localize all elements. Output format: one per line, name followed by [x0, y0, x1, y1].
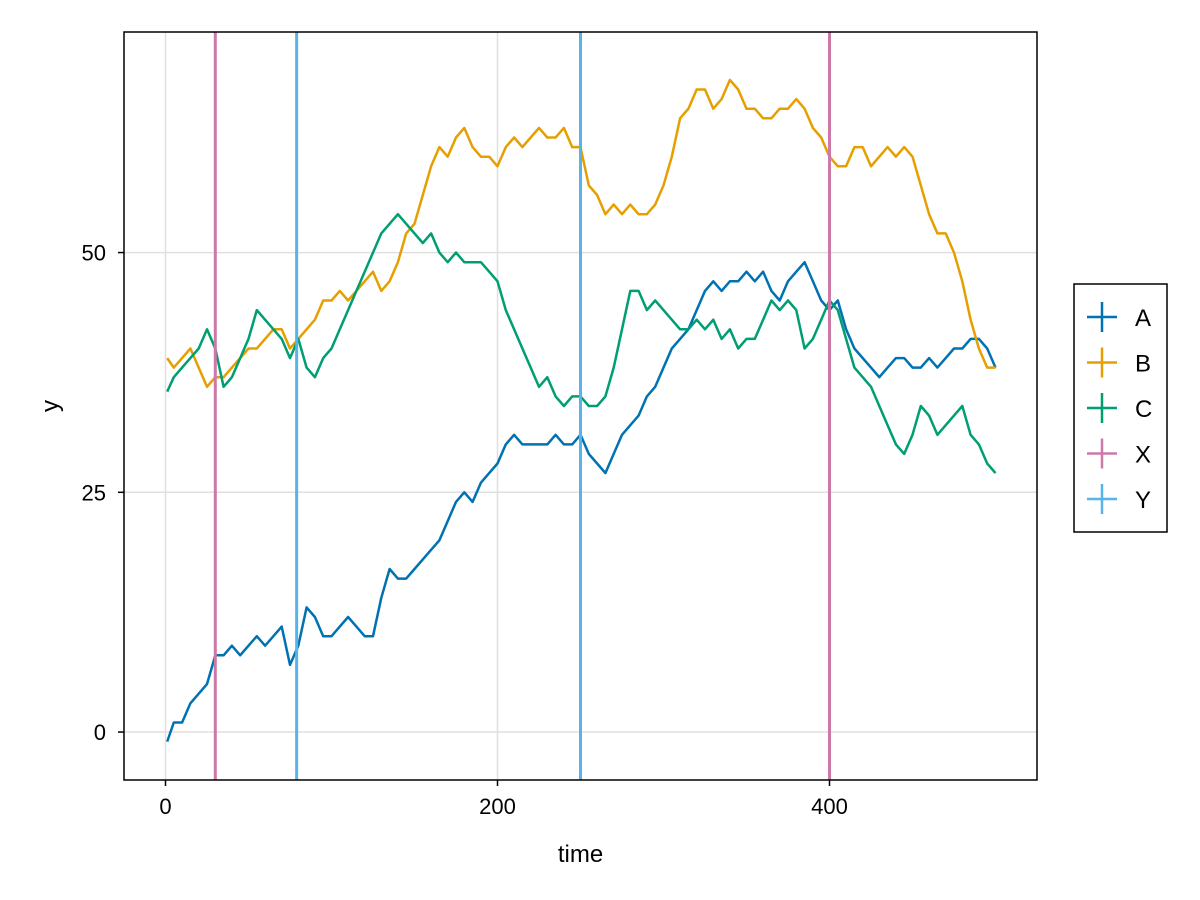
x-axis-title: time [558, 841, 603, 868]
legend-item-y: Y [1087, 484, 1151, 514]
legend-label: Y [1135, 487, 1151, 514]
legend-label: B [1135, 351, 1151, 378]
x-axis: 0 200 400 [159, 780, 848, 819]
y-tick-label: 25 [82, 480, 106, 505]
legend-label: X [1135, 442, 1151, 469]
legend-item-c: C [1087, 393, 1152, 423]
legend-item-x: X [1087, 438, 1151, 469]
x-tick-label: 400 [811, 794, 848, 819]
legend-label: C [1135, 396, 1152, 423]
y-tick-label: 0 [94, 720, 106, 745]
x-tick-label: 200 [479, 794, 516, 819]
plot-frame [123, 31, 1038, 781]
legend-item-a: A [1087, 302, 1151, 332]
plot-area [166, 32, 997, 780]
legend-label: A [1135, 305, 1151, 332]
x-tick-label: 0 [159, 794, 171, 819]
y-tick-label: 50 [82, 241, 106, 266]
legend-item-b: B [1087, 347, 1151, 378]
y-axis: 0 25 50 [82, 241, 124, 745]
y-axis-title: y [37, 400, 64, 412]
